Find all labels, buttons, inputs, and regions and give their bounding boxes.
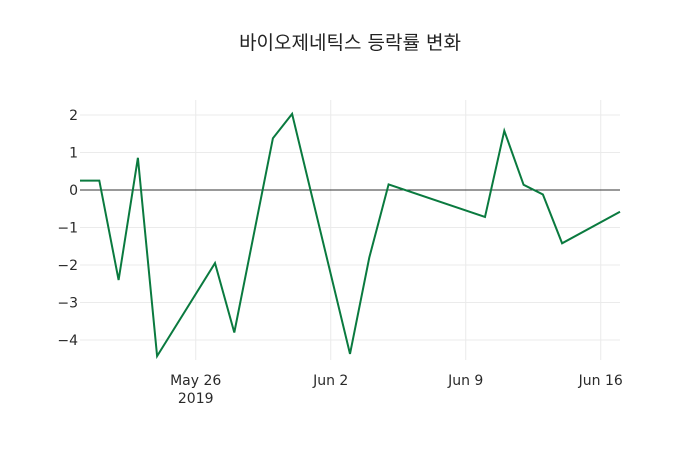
x-tick-year-label: 2019 [178, 391, 214, 407]
x-tick-label: Jun 9 [447, 373, 483, 389]
y-tick-label: −3 [57, 296, 78, 312]
x-tick-label: Jun 2 [312, 373, 348, 389]
series-line [80, 111, 621, 360]
y-tick-label: 2 [69, 108, 78, 124]
chart-title: 바이오제네틱스 등락률 변화 [239, 32, 461, 54]
x-tick-label: Jun 16 [578, 373, 623, 389]
y-tick-label: 0 [69, 183, 78, 199]
x-axis-ticks: May 26 2019 Jun 2 Jun 9 Jun 16 [170, 373, 623, 407]
y-tick-label: −2 [57, 258, 78, 274]
y-tick-label: 1 [69, 146, 78, 162]
y-tick-label: −4 [57, 333, 78, 349]
y-axis-ticks: 2 1 0 −1 −2 −3 −4 [57, 108, 78, 349]
gridlines [80, 100, 620, 360]
y-tick-label: −1 [57, 221, 78, 237]
x-tick-label: May 26 [170, 373, 221, 389]
